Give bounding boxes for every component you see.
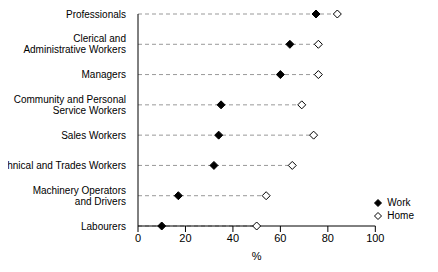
svg-text:100: 100 <box>366 232 384 244</box>
svg-text:Clerical andAdministrative Wor: Clerical andAdministrative Workers <box>23 33 126 55</box>
svg-text:Community and PersonalService: Community and PersonalService Workers <box>14 94 126 116</box>
html-text:Work: Work <box>387 197 411 208</box>
svg-text:60: 60 <box>274 232 286 244</box>
svg-text:40: 40 <box>227 232 239 244</box>
svg-text:Labourers: Labourers <box>81 221 126 232</box>
html-text:Home: Home <box>387 210 414 221</box>
svg-text:Professionals: Professionals <box>66 9 126 20</box>
svg-text:80: 80 <box>322 232 334 244</box>
svg-text:Machinery Operatorsand Drivers: Machinery Operatorsand Drivers <box>33 185 126 207</box>
svg-text:%: % <box>252 250 262 262</box>
svg-text:20: 20 <box>179 232 191 244</box>
svg-text:0: 0 <box>135 232 141 244</box>
svg-text:Managers: Managers <box>82 69 126 80</box>
svg-text:Sales Workers: Sales Workers <box>61 130 126 141</box>
svg-text:Technical and Trades Workers: Technical and Trades Workers <box>8 160 126 171</box>
